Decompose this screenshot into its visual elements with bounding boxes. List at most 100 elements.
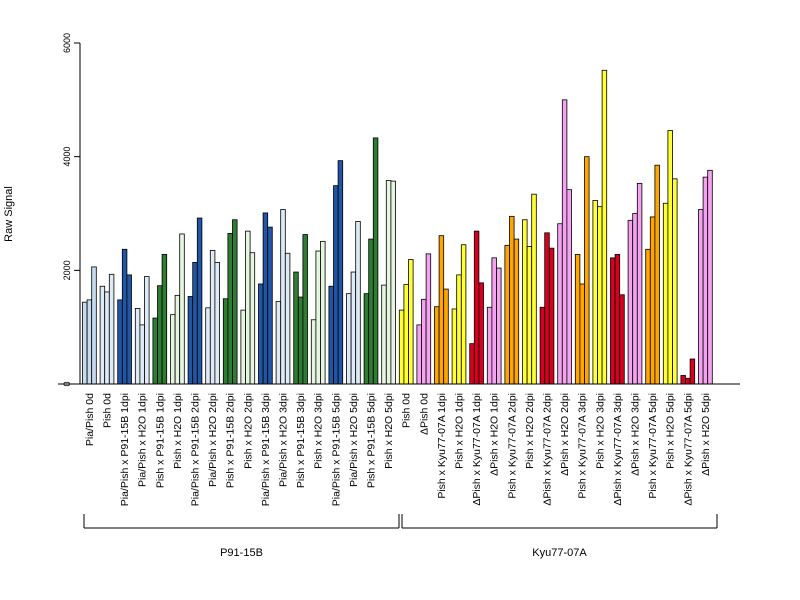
category-label: ΔPish x H2O 1dpi xyxy=(489,393,501,476)
category-label: Pish x H2O 1dpi xyxy=(454,393,466,469)
category-labels: Pia/Pish 0d Pish 0d Pia/Pish x P91-15B 1dp… xyxy=(84,393,712,506)
bar xyxy=(421,298,427,385)
bar xyxy=(240,309,246,385)
bar xyxy=(275,301,282,385)
bar xyxy=(544,232,550,385)
bar xyxy=(649,216,656,385)
category-label: Pish x Kyu77-07A 5dpi xyxy=(647,393,659,499)
bar xyxy=(381,284,387,385)
category-label: Pia/Pish x H2O 3dpi xyxy=(278,393,290,487)
group-brackets: P91-15B Kyu77-07A xyxy=(83,514,718,559)
bar xyxy=(662,202,669,385)
bar xyxy=(632,213,638,385)
bar xyxy=(86,299,93,385)
bar xyxy=(491,257,497,385)
bar xyxy=(144,276,150,385)
bar xyxy=(685,377,691,385)
category-label: ΔPish x H2O 3dpi xyxy=(630,393,642,476)
category-label: ΔPish x Kyu77-07A 5dpi xyxy=(682,393,694,506)
bar xyxy=(504,244,510,385)
bar xyxy=(592,200,598,385)
category-label: ΔPish 0d xyxy=(418,393,430,435)
bar xyxy=(434,306,440,385)
bar xyxy=(170,314,176,385)
category-label: Pia/Pish x P91-15B 3dpi xyxy=(260,393,272,506)
bar xyxy=(302,234,308,385)
bar xyxy=(614,254,621,385)
bar xyxy=(478,282,484,385)
bar xyxy=(214,261,220,385)
bar xyxy=(557,223,563,385)
bar xyxy=(390,180,396,385)
category-label: Pish x Kyu77-07A 1dpi xyxy=(436,393,448,499)
bar xyxy=(108,273,115,385)
category-label: Pish 0d xyxy=(401,393,413,428)
y-tick-label: 6000 xyxy=(62,33,72,53)
group-bracket: Kyu77-07A xyxy=(401,514,718,559)
category-label: Pia/Pish x P91-15B 1dpi xyxy=(119,393,131,506)
y-tick-label: 2000 xyxy=(62,260,72,280)
bar xyxy=(566,189,572,385)
bar xyxy=(509,215,515,385)
bar xyxy=(438,235,445,385)
bar xyxy=(368,238,374,385)
bar xyxy=(473,230,480,385)
bar xyxy=(152,317,158,385)
bar xyxy=(531,193,537,385)
category-label: ΔPish x Kyu77-07A 3dpi xyxy=(612,393,624,506)
bar xyxy=(310,319,317,385)
bar xyxy=(619,294,625,385)
y-tick-label: 4000 xyxy=(62,147,72,167)
bar xyxy=(584,156,590,385)
category-label: Pish x H2O 3dpi xyxy=(313,393,325,469)
category-label: Pia/Pish 0d xyxy=(84,393,96,446)
bar xyxy=(187,296,194,385)
bar xyxy=(672,178,678,385)
category-label: Pish x H2O 2dpi xyxy=(524,393,536,469)
bar xyxy=(192,261,198,385)
bar xyxy=(82,301,88,385)
bar xyxy=(667,130,673,385)
bar xyxy=(161,254,168,385)
bar xyxy=(627,219,634,385)
bar xyxy=(680,375,686,385)
bar xyxy=(636,182,643,385)
bar xyxy=(284,252,291,385)
bar xyxy=(451,308,458,385)
category-label: Pish x P91-15B 3dpi xyxy=(295,393,307,488)
category-label: Pish x H2O 5dpi xyxy=(383,393,395,469)
bar xyxy=(443,288,449,385)
bar xyxy=(121,248,128,385)
bar xyxy=(104,291,110,385)
category-label: Pish x Kyu77-07A 2dpi xyxy=(506,393,518,499)
category-label: Pia/Pish x P91-15B 2dpi xyxy=(190,393,202,506)
bar xyxy=(157,285,163,385)
bar xyxy=(355,221,361,385)
category-label: Pish x H2O 1dpi xyxy=(172,393,184,469)
bar xyxy=(702,176,709,385)
bar xyxy=(403,284,409,385)
bar xyxy=(469,343,475,385)
bar xyxy=(179,233,185,385)
bar xyxy=(548,247,555,385)
bars-layer xyxy=(82,69,713,385)
category-label: Pish x H2O 3dpi xyxy=(594,393,606,469)
bar xyxy=(561,99,568,385)
bar xyxy=(245,230,251,385)
y-axis-title: Raw Signal xyxy=(3,186,15,242)
bar xyxy=(486,306,493,385)
bar xyxy=(267,226,273,385)
category-label: ΔPish x Kyu77-07A 1dpi xyxy=(471,393,483,506)
category-label: Pia/Pish x H2O 1dpi xyxy=(137,393,149,487)
bar xyxy=(416,324,422,385)
bar xyxy=(522,219,528,385)
bar xyxy=(385,180,392,385)
category-label: Pish 0d xyxy=(102,393,114,428)
bar xyxy=(258,283,264,385)
bar xyxy=(372,137,379,385)
bar xyxy=(196,217,203,385)
bar xyxy=(99,285,106,385)
bar xyxy=(91,266,97,385)
bar xyxy=(222,298,229,385)
